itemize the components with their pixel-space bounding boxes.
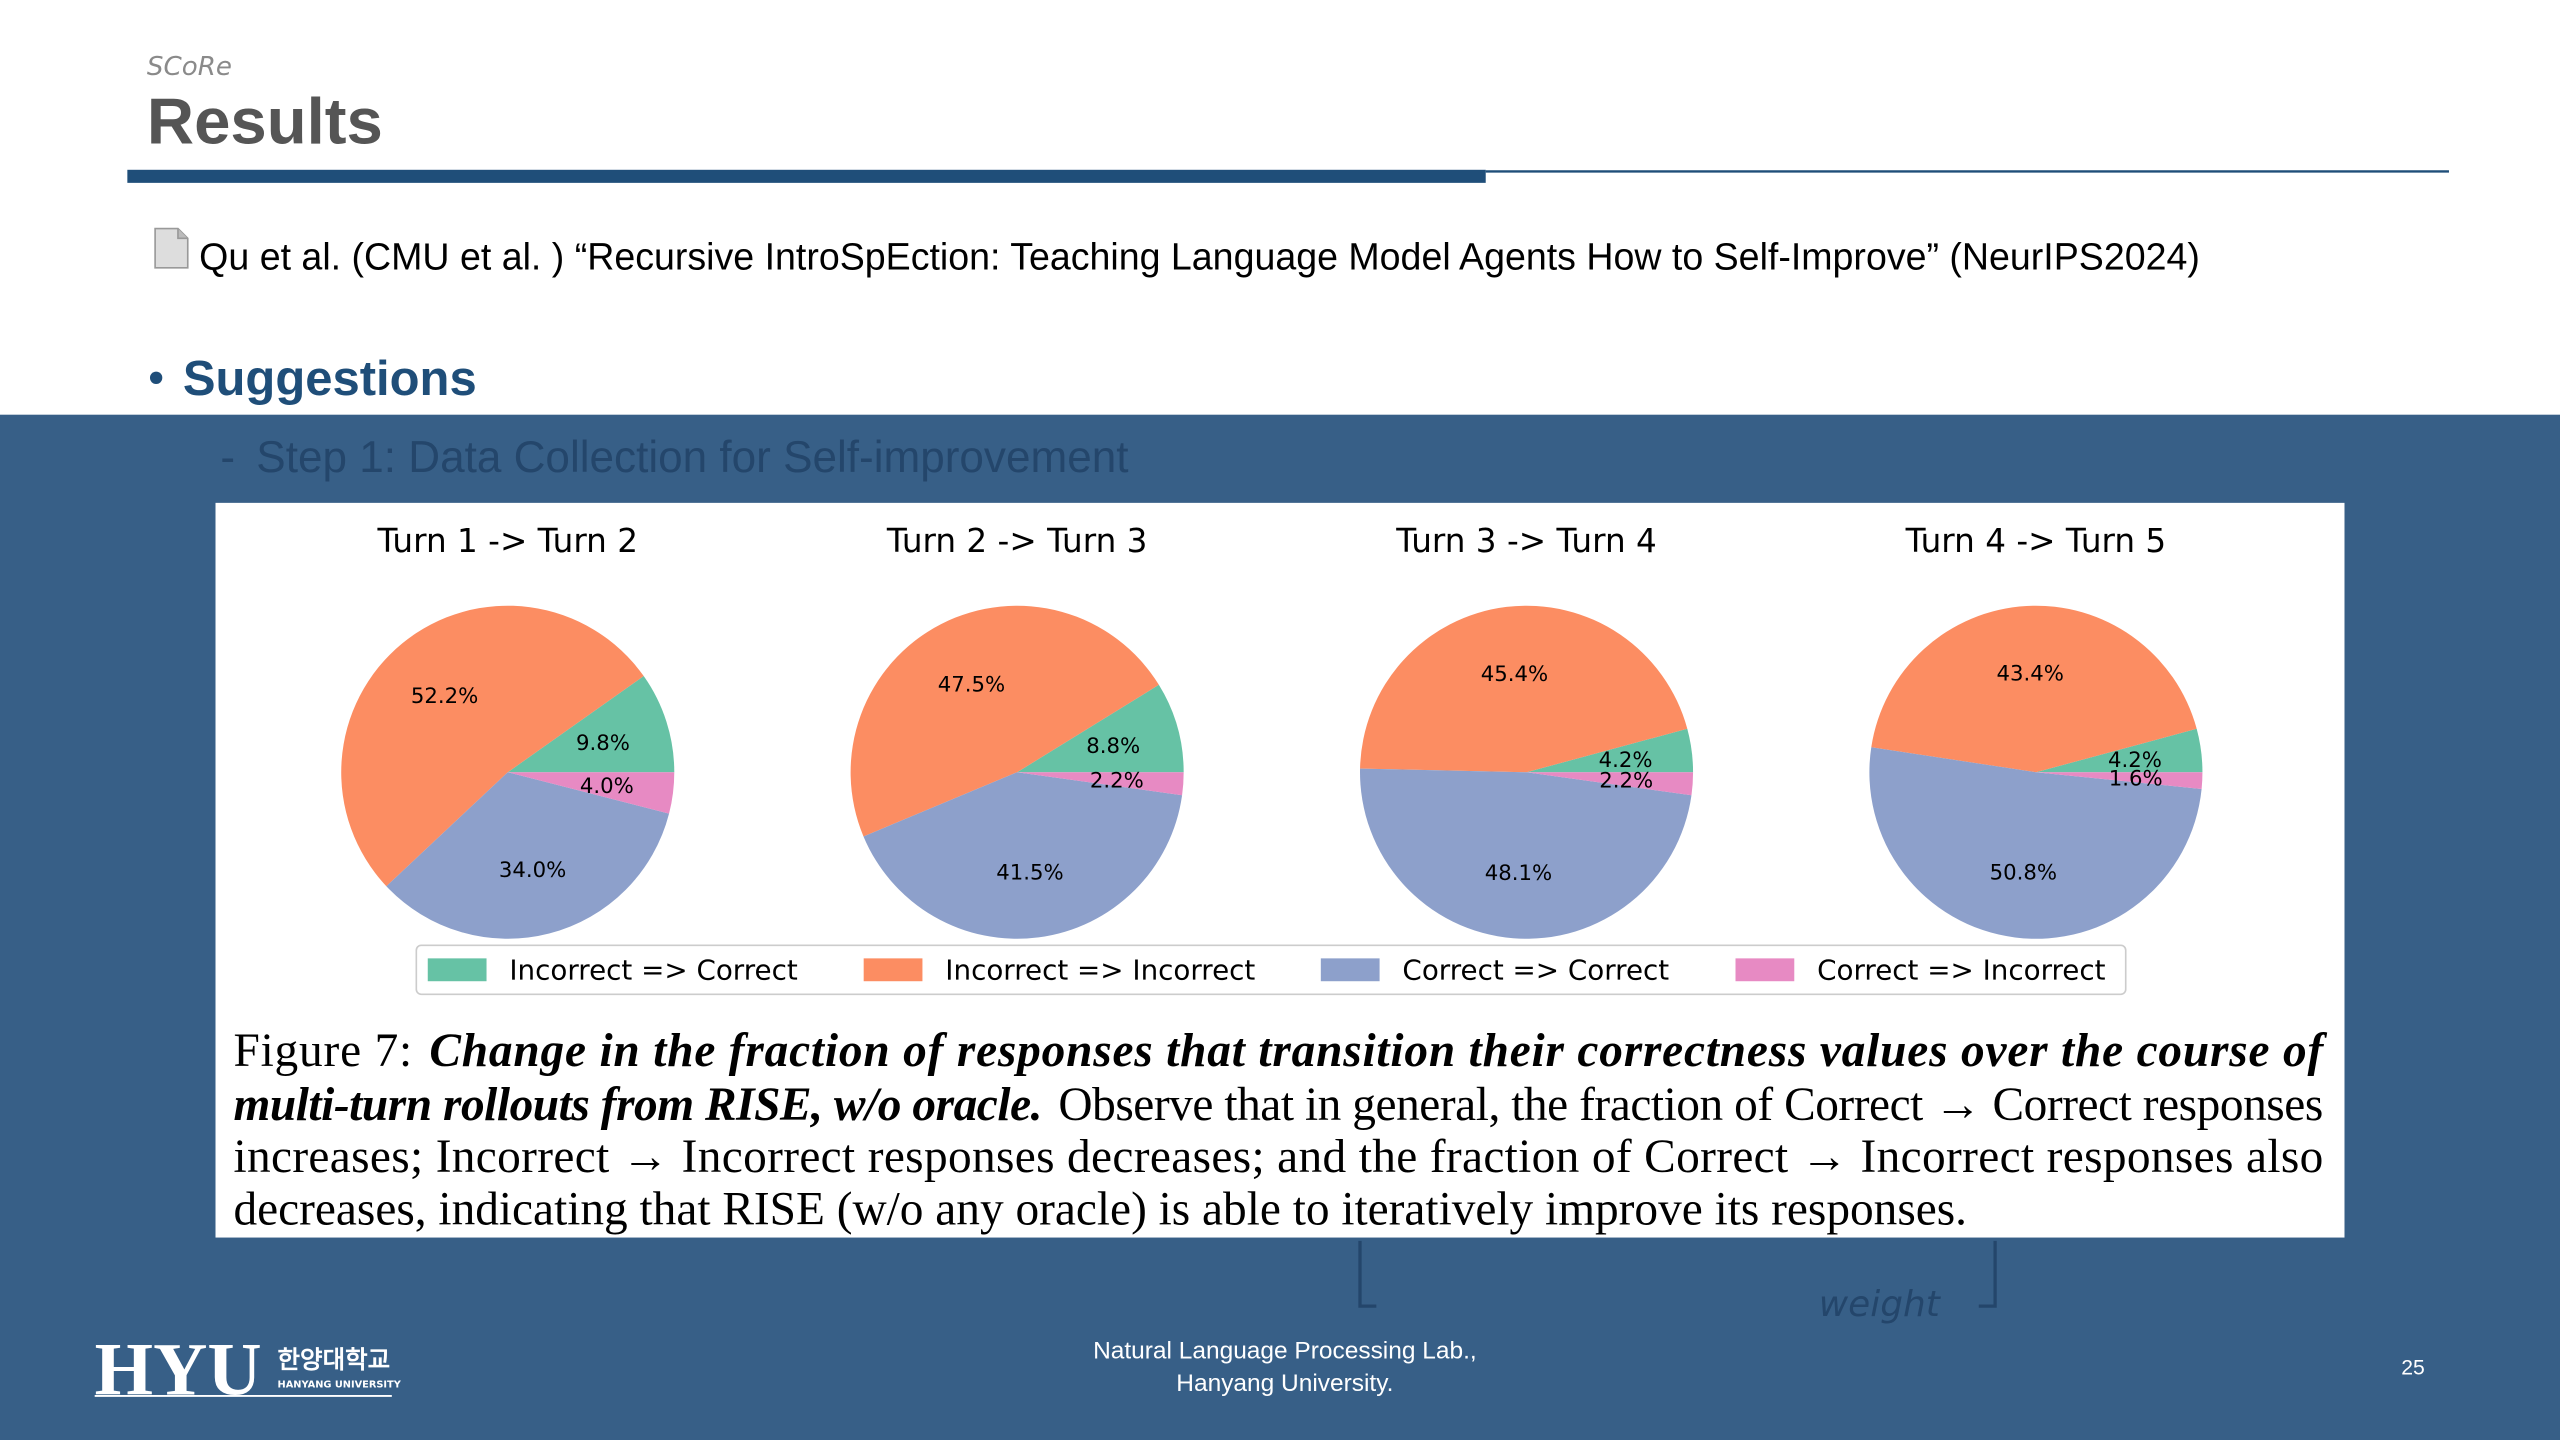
pie-slice <box>2035 772 2203 789</box>
pie-slice <box>1871 605 2197 773</box>
pie-slice <box>1017 684 1184 773</box>
pie-label: 4.2% <box>2108 748 2162 773</box>
pie-slice <box>507 772 675 814</box>
step-dash: - <box>220 433 235 482</box>
pie-label: 50.8% <box>1990 861 2057 886</box>
caption-line: increases; Incorrect → Incorrect respons… <box>233 1131 2323 1183</box>
legend-label: Incorrect => Incorrect <box>945 954 1255 987</box>
caption-line: Figure 7: Change in the fraction of respo… <box>233 1025 2327 1077</box>
logo-english: HANYANG UNIVERSITY <box>278 1380 402 1391</box>
pie-slice <box>1360 605 1688 773</box>
doc-icon <box>154 227 189 269</box>
pie-label: 2.2% <box>1090 768 1144 793</box>
pies: Turn 1 -> Turn 2 9.8% 52.2% 34.0% 4.0% Turn 2… <box>341 522 2203 939</box>
caption-emphasis: Change in the fraction of responses that… <box>429 1025 2327 1077</box>
chart-title: Turn 1 -> Turn 2 <box>376 522 638 560</box>
pie-slice <box>1360 768 1692 939</box>
caption-label: Figure 7: <box>233 1025 412 1077</box>
pie-label: 2.2% <box>1599 768 1653 793</box>
formula-bracket <box>1358 1240 1997 1308</box>
chart-title: Turn 3 -> Turn 4 <box>1395 522 1657 560</box>
caption: Figure 7: Change in the fraction of respo… <box>233 1025 2327 1235</box>
pie-label: 4.0% <box>580 774 634 799</box>
formula-fragment: weight <box>1819 1284 1942 1325</box>
sub-bullet: Step 1: Data Collection for Self-improve… <box>256 433 1128 482</box>
logo-text: HYU <box>95 1328 262 1411</box>
caption-emphasis: multi-turn rollouts from RISE, w/o oracl… <box>233 1079 1042 1131</box>
title-bar <box>127 169 1486 183</box>
legend-label: Correct => Incorrect <box>1817 954 2105 987</box>
pie-label: 4.2% <box>1599 748 1653 773</box>
logo-korean: 한양대학교 <box>278 1345 391 1374</box>
footer-lab: Natural Language Processing Lab., <box>1093 1337 1477 1364</box>
page-number: 25 <box>2401 1357 2425 1380</box>
legend: Incorrect => Correct Incorrect => Incorre… <box>427 954 2106 987</box>
caption-line: decreases, indicating that RISE (w/o any… <box>233 1183 1967 1235</box>
pie-slice <box>1526 772 1694 796</box>
footer-university: Hanyang University. <box>1176 1370 1393 1397</box>
pie-label: 52.2% <box>411 684 478 709</box>
pie-slice <box>1017 772 1184 796</box>
section-label: SCoRe <box>147 52 232 82</box>
bullet-heading: Suggestions <box>183 352 477 406</box>
bullet: • <box>144 355 169 404</box>
pie-slice <box>1869 747 2202 939</box>
pie-label: 45.4% <box>1481 662 1548 687</box>
pie-label: 34.0% <box>499 858 566 883</box>
slide-title: Results <box>147 85 383 158</box>
legend-box <box>415 944 2127 996</box>
chart-title: Turn 2 -> Turn 3 <box>886 522 1148 560</box>
pie-slice <box>850 605 1159 837</box>
caption-body: Observe that in general, the fraction of… <box>1058 1079 2323 1131</box>
pie-slice <box>863 772 1183 939</box>
citation: Qu et al. (CMU et al. ) “Recursive Intro… <box>199 235 2200 277</box>
pie-slice <box>2035 728 2203 773</box>
pie-label: 41.5% <box>996 860 1063 885</box>
legend-label: Correct => Correct <box>1402 954 1669 987</box>
pie-slice <box>341 605 644 887</box>
caption-line: multi-turn rollouts from RISE, w/o oracl… <box>233 1079 2323 1131</box>
pie-slice <box>386 772 670 939</box>
pie-label: 43.4% <box>1997 662 2064 687</box>
pie-label: 8.8% <box>1086 734 1140 759</box>
pie-label: 47.5% <box>938 673 1005 698</box>
legend-label: Incorrect => Correct <box>509 954 797 987</box>
pie-slice <box>507 676 675 773</box>
pie-label: 48.1% <box>1485 861 1552 886</box>
chart-title: Turn 4 -> Turn 5 <box>1905 522 2167 560</box>
legend-swatch <box>1735 958 1795 982</box>
pie-label: 9.8% <box>576 731 630 756</box>
legend-swatch <box>427 958 487 982</box>
legend-swatch <box>863 958 923 982</box>
footer: HYU 한양대학교 HANYANG UNIVERSITY Natural Lan… <box>95 1328 2425 1411</box>
pie-slice <box>1526 728 1694 773</box>
pie-label: 1.6% <box>2109 766 2163 791</box>
legend-swatch <box>1320 958 1380 982</box>
